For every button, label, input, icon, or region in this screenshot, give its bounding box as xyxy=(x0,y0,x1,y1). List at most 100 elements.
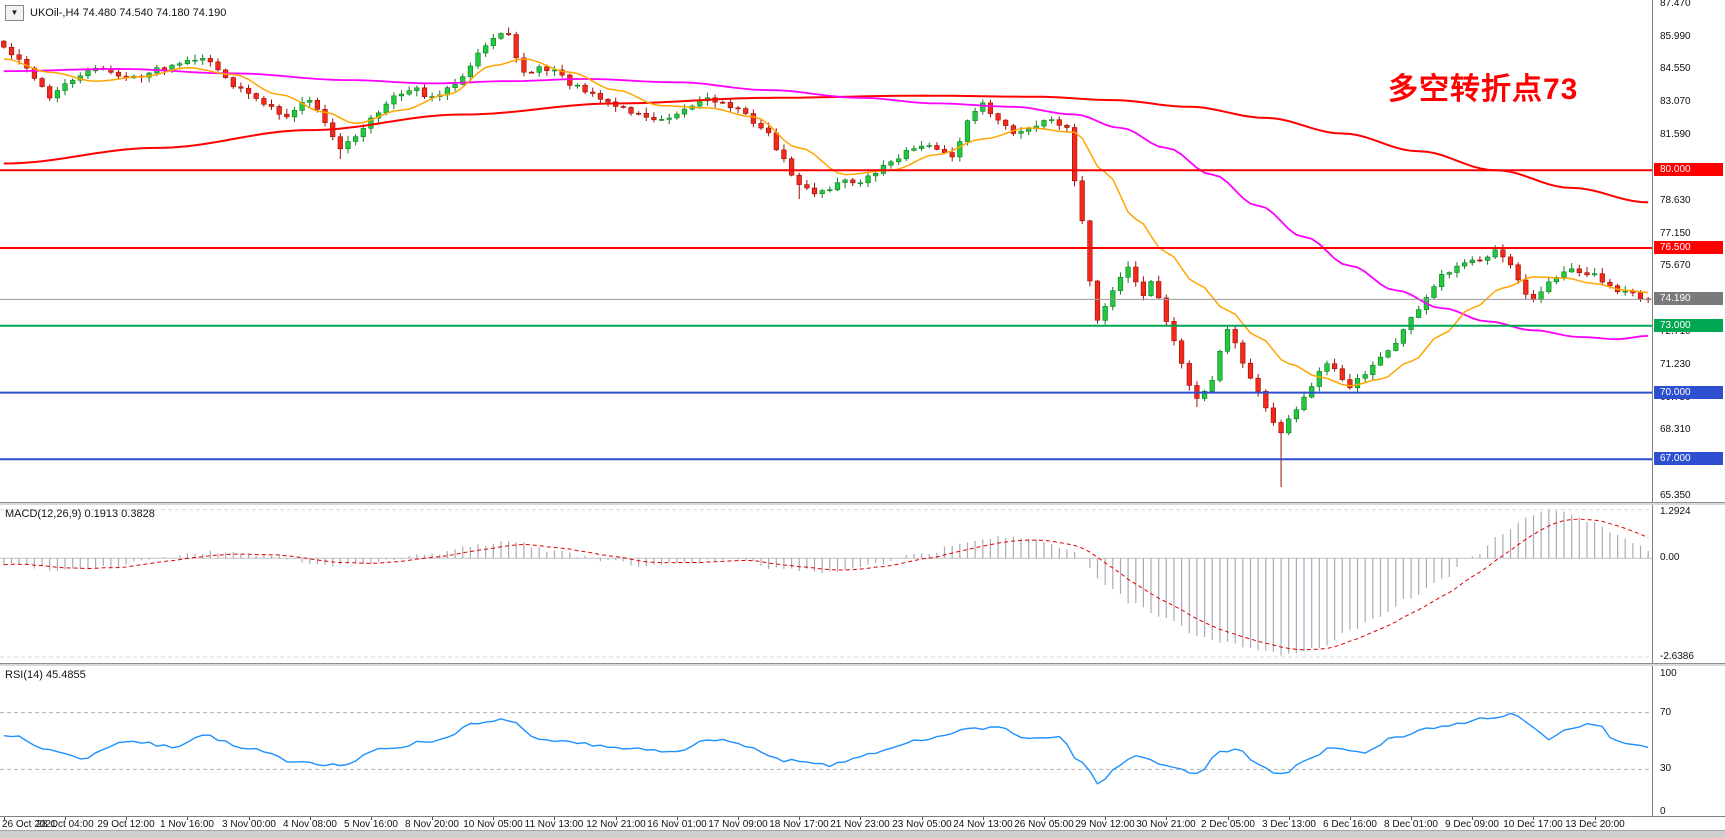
time-tick xyxy=(1472,817,1473,820)
time-tick xyxy=(554,817,555,820)
time-tick xyxy=(187,817,188,820)
time-tick xyxy=(799,817,800,820)
macd-indicator-label: MACD(12,26,9) 0.1913 0.3828 xyxy=(5,508,155,520)
symbol-dropdown-button[interactable]: ▼ xyxy=(5,5,24,21)
time-label: 10 Nov 05:00 xyxy=(463,819,523,830)
price-level-badge: 67.000 xyxy=(1654,452,1723,465)
time-label: 10 Dec 17:00 xyxy=(1503,819,1563,830)
time-tick xyxy=(1105,817,1106,820)
time-tick xyxy=(310,817,311,820)
time-label: 8 Dec 01:00 xyxy=(1384,819,1438,830)
time-label: 2 Dec 05:00 xyxy=(1201,819,1255,830)
price-chart-pane[interactable]: ▼ UKOil-,H4 74.480 74.540 74.180 74.190 … xyxy=(0,0,1652,502)
price-axis-label: 65.350 xyxy=(1660,490,1691,501)
time-label: 26 Nov 05:00 xyxy=(1014,819,1074,830)
candles xyxy=(1,27,1651,488)
rsi-canvas[interactable] xyxy=(0,666,1652,816)
time-tick xyxy=(922,817,923,820)
price-axis-label: 77.150 xyxy=(1660,228,1691,239)
time-label: 3 Nov 00:00 xyxy=(222,819,276,830)
rsi-axis-label: 70 xyxy=(1660,707,1672,718)
time-label: 8 Nov 20:00 xyxy=(405,819,459,830)
price-level-badge: 74.190 xyxy=(1654,292,1723,305)
rsi-axis-label: 30 xyxy=(1660,763,1672,774)
time-tick xyxy=(1228,817,1229,820)
time-label: 23 Nov 05:00 xyxy=(892,819,952,830)
rsi-pane[interactable]: RSI(14) 45.4855 xyxy=(0,666,1652,816)
pane-splitter[interactable] xyxy=(0,663,1725,666)
macd-pane[interactable]: MACD(12,26,9) 0.1913 0.3828 xyxy=(0,505,1652,663)
time-tick xyxy=(371,817,372,820)
time-label: 17 Nov 09:00 xyxy=(708,819,768,830)
time-tick xyxy=(677,817,678,820)
annotation-text[interactable]: 多空转折点73 xyxy=(1388,73,1579,106)
time-label: 5 Nov 16:00 xyxy=(344,819,398,830)
price-axis-label: 83.070 xyxy=(1660,96,1691,107)
macd-axis-label: 0.00 xyxy=(1660,552,1680,563)
time-label: 29 Oct 12:00 xyxy=(97,819,155,830)
time-tick xyxy=(1166,817,1167,820)
time-label: 3 Dec 13:00 xyxy=(1262,819,1316,830)
time-label: 24 Nov 13:00 xyxy=(953,819,1013,830)
time-tick xyxy=(4,817,5,820)
time-tick xyxy=(1595,817,1596,820)
price-level-badge: 70.000 xyxy=(1654,386,1723,399)
time-label: 26 Oct 2021 xyxy=(2,819,57,830)
rsi-axis-label: 100 xyxy=(1660,668,1677,679)
time-tick xyxy=(432,817,433,820)
price-axis-label: 75.670 xyxy=(1660,260,1691,271)
price-axis-label: 78.630 xyxy=(1660,195,1691,206)
time-tick xyxy=(1350,817,1351,820)
rsi-line xyxy=(3,712,1649,785)
price-axis-label: 85.990 xyxy=(1660,31,1691,42)
symbol-row: ▼ UKOil-,H4 74.480 74.540 74.180 74.190 xyxy=(5,5,226,21)
time-label: 18 Nov 17:00 xyxy=(769,819,829,830)
price-axis-label: 84.550 xyxy=(1660,63,1691,74)
price-level-badge: 76.500 xyxy=(1654,241,1723,254)
time-tick xyxy=(65,817,66,820)
macd-axis-label: -2.6386 xyxy=(1660,651,1694,662)
time-tick xyxy=(126,817,127,820)
symbol-ohlc-title: UKOil-,H4 74.480 74.540 74.180 74.190 xyxy=(30,7,227,19)
price-level-badge: 73.000 xyxy=(1654,319,1723,332)
pane-splitter[interactable] xyxy=(0,502,1725,505)
bottom-scrollbar[interactable] xyxy=(0,830,1725,838)
macd-canvas[interactable] xyxy=(0,505,1652,663)
macd-signal-line xyxy=(3,518,1649,651)
rsi-indicator-label: RSI(14) 45.4855 xyxy=(5,669,86,681)
macd-axis-label: 1.2924 xyxy=(1660,506,1691,517)
price-axis-label: 81.590 xyxy=(1660,129,1691,140)
time-label: 13 Dec 20:00 xyxy=(1565,819,1625,830)
price-axis[interactable]: 87.470 85.990 84.550 83.070 81.590 78.630 77.1… xyxy=(1652,0,1725,817)
time-label: 11 Nov 13:00 xyxy=(524,819,584,830)
time-label: 16 Nov 01:00 xyxy=(647,819,707,830)
time-tick xyxy=(249,817,250,820)
time-label: 12 Nov 21:00 xyxy=(586,819,646,830)
ma-slow-red-line[interactable] xyxy=(3,94,1649,204)
time-tick xyxy=(738,817,739,820)
time-label: 9 Dec 09:00 xyxy=(1445,819,1499,830)
macd-histogram xyxy=(3,509,1649,656)
price-chart-canvas[interactable] xyxy=(0,0,1652,502)
ma-fast-orange-line[interactable] xyxy=(3,58,1649,387)
time-axis[interactable]: 26 Oct 2021 28 Oct 04:00 29 Oct 12:00 1 Nov… xyxy=(0,816,1725,830)
price-axis-label: 71.230 xyxy=(1660,359,1691,370)
time-tick xyxy=(1411,817,1412,820)
time-label: 4 Nov 08:00 xyxy=(283,819,337,830)
time-tick xyxy=(616,817,617,820)
time-label: 21 Nov 23:00 xyxy=(830,819,890,830)
time-tick xyxy=(1289,817,1290,820)
time-tick xyxy=(1533,817,1534,820)
time-tick xyxy=(1044,817,1045,820)
time-tick xyxy=(860,817,861,820)
time-label: 29 Nov 12:00 xyxy=(1075,819,1135,830)
time-label: 1 Nov 16:00 xyxy=(160,819,214,830)
time-tick xyxy=(493,817,494,820)
time-tick xyxy=(983,817,984,820)
price-axis-label: 68.310 xyxy=(1660,424,1691,435)
time-label: 28 Oct 04:00 xyxy=(36,819,94,830)
ma-mid-magenta-line[interactable] xyxy=(3,67,1649,341)
time-label: 6 Dec 16:00 xyxy=(1323,819,1377,830)
rsi-axis-label: 0 xyxy=(1660,806,1666,817)
